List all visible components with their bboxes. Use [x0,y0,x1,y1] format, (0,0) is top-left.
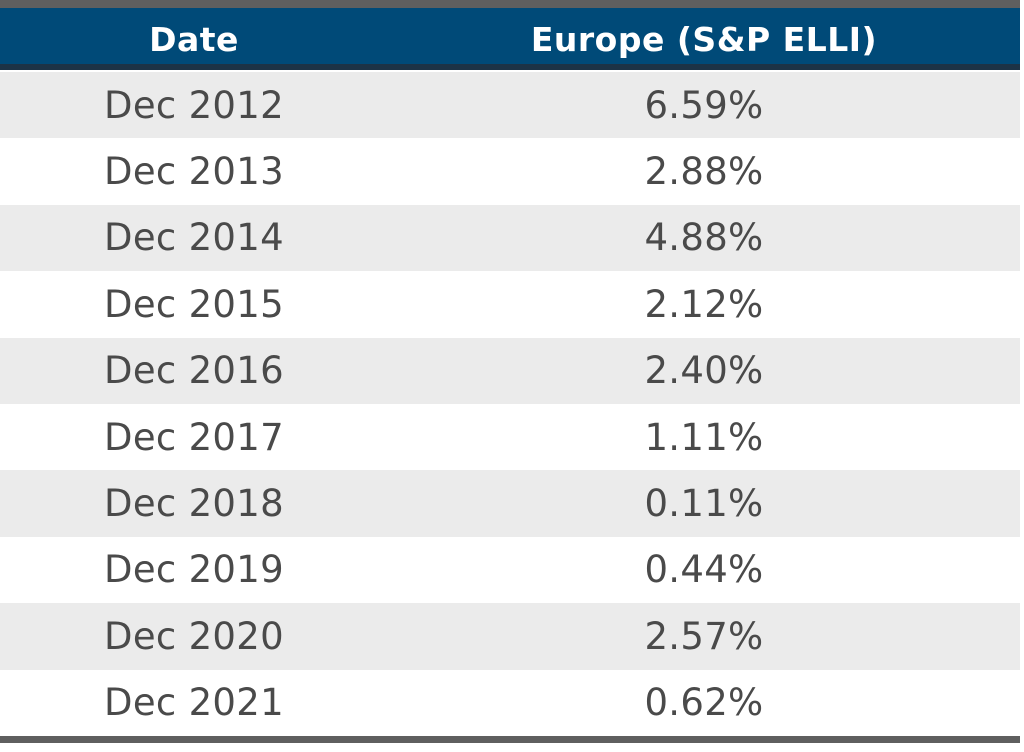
table-header: Date Europe (S&P ELLI) [0,8,1020,70]
table-row: Dec 2015 2.12% [0,271,1020,338]
table-row: Dec 2016 2.40% [0,337,1020,404]
table-row: Dec 2018 0.11% [0,470,1020,537]
cell-europe-value: 4.88% [644,216,764,260]
cell-date: Dec 2013 [104,150,284,194]
table-row: Dec 2020 2.57% [0,603,1020,670]
table-row: Dec 2012 6.59% [0,72,1020,139]
table-row: Dec 2014 4.88% [0,204,1020,272]
table-row: Dec 2021 0.62% [0,669,1020,736]
cell-date: Dec 2019 [104,548,284,592]
cell-date: Dec 2014 [104,216,284,260]
cell-europe-value: 0.44% [644,548,764,592]
table-row: Dec 2017 1.11% [0,403,1020,471]
cell-europe-value: 2.88% [644,150,764,194]
cell-europe-value: 6.59% [644,83,764,127]
cell-date: Dec 2016 [104,349,284,393]
cell-date: Dec 2021 [104,681,284,725]
cell-europe-value: 0.62% [644,681,764,725]
table-row: Dec 2019 0.44% [0,536,1020,604]
cell-date: Dec 2017 [104,415,284,459]
cell-date: Dec 2018 [104,482,284,526]
column-header-europe: Europe (S&P ELLI) [530,19,878,59]
table-bottom-rule [0,736,1020,743]
table-row: Dec 2013 2.88% [0,138,1020,205]
cell-europe-value: 2.57% [644,614,764,658]
column-header-date: Date [149,19,239,59]
cell-europe-value: 2.40% [644,349,764,393]
cell-europe-value: 1.11% [644,415,764,459]
cell-europe-value: 2.12% [644,282,764,326]
cell-date: Dec 2012 [104,83,284,127]
cell-date: Dec 2015 [104,282,284,326]
cell-date: Dec 2020 [104,614,284,658]
cell-europe-value: 0.11% [644,482,764,526]
table-body: Dec 2012 6.59% Dec 2013 2.88% Dec 2014 4.88% D… [0,72,1020,736]
table-top-rule [0,0,1020,8]
